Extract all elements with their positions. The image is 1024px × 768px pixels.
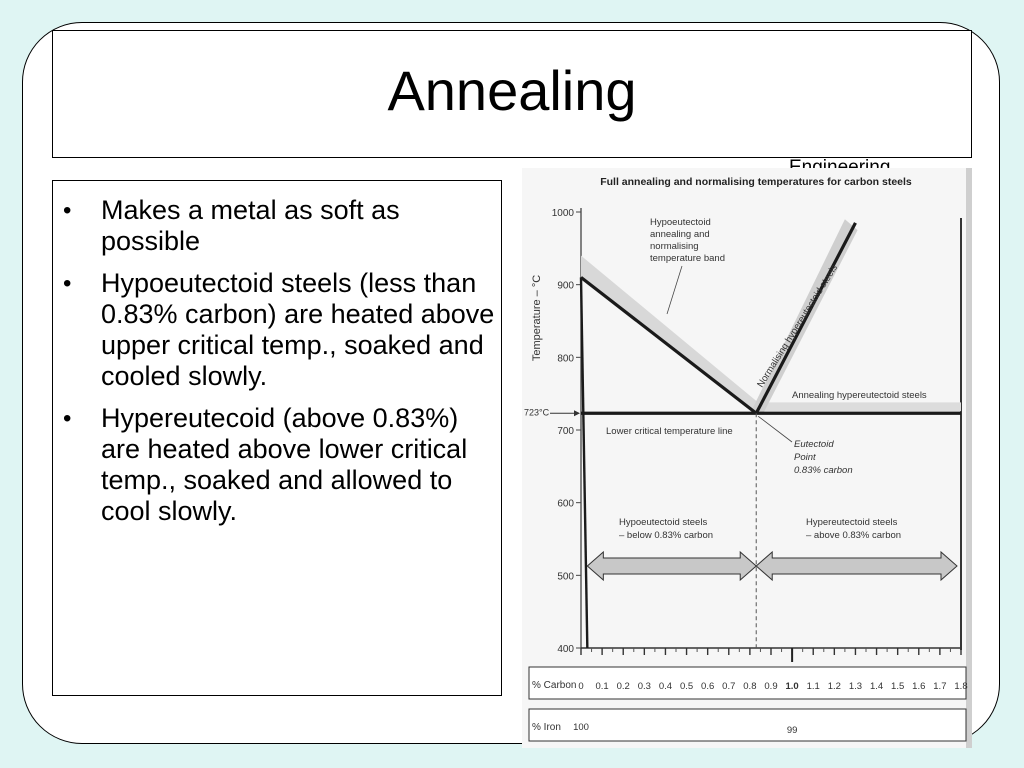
hyper-label-1: Hypereutectoid steels bbox=[806, 517, 898, 528]
hypo-label-2: – below 0.83% carbon bbox=[619, 530, 713, 541]
x-tick-label: 1.4 bbox=[870, 681, 883, 692]
carbon-row-label: % Carbon bbox=[532, 680, 576, 691]
x-tick-label: 0.6 bbox=[701, 681, 714, 692]
chart-marks bbox=[528, 208, 967, 742]
hypereutectoid-arrow bbox=[755, 550, 958, 582]
x-tick-label: 0.7 bbox=[722, 681, 735, 692]
eutectoid-label-3: 0.83% carbon bbox=[794, 465, 853, 476]
y-tick-label: 600 bbox=[557, 499, 574, 510]
y-tick-label: 700 bbox=[557, 426, 574, 437]
chart-title: Full annealing and normalising temperatu… bbox=[600, 176, 912, 188]
x-tick-label: 1.2 bbox=[828, 681, 841, 692]
band-annotation-4: temperature band bbox=[650, 253, 725, 264]
band-annotation-1: Hypoeutectoid bbox=[650, 217, 711, 228]
bullet-item: • Hypereutecoid (above 0.83%) are heated … bbox=[53, 403, 501, 527]
lower-critical-label: Lower critical temperature line bbox=[606, 426, 733, 437]
critical-temp-arrowhead bbox=[574, 410, 580, 417]
x-tick-label: 0.5 bbox=[680, 681, 693, 692]
y-tick-label: 500 bbox=[557, 571, 574, 582]
x-tick-label: 1.8 bbox=[954, 681, 967, 692]
bullet-text-box: • Makes a metal as soft as possible • Hypo… bbox=[52, 180, 502, 696]
annealing-hyper-label: Annealing hypereutectoid steels bbox=[792, 390, 927, 401]
bullet-text: Makes a metal as soft as possible bbox=[101, 195, 400, 256]
title-box: Annealing bbox=[52, 30, 972, 158]
x-tick-label: 0.4 bbox=[659, 681, 672, 692]
x-tick-label: 0 bbox=[578, 681, 583, 692]
bullet-dot: • bbox=[63, 270, 72, 297]
iron-tick-label: 99 bbox=[787, 725, 798, 736]
x-tick-label: 1.7 bbox=[933, 681, 946, 692]
hypo-label-1: Hypoeutectoid steels bbox=[619, 517, 707, 528]
band-leader bbox=[666, 265, 683, 315]
upper-critical-line bbox=[580, 276, 758, 415]
hypereutectoid-annealing-band bbox=[762, 402, 961, 412]
x-tick-label: 1.5 bbox=[891, 681, 904, 692]
hypoeutectoid-band bbox=[581, 255, 757, 414]
bullet-dot: • bbox=[63, 405, 72, 432]
solidus-edge-line bbox=[579, 277, 589, 649]
iron-row-label: % Iron bbox=[532, 722, 561, 733]
y-axis-label: Temperature – °C bbox=[531, 275, 543, 361]
eutectoid-label-2: Point bbox=[794, 452, 816, 463]
x-tick-label: 0.3 bbox=[638, 681, 651, 692]
bullet-text: Hypoeutectoid steels (less than 0.83% ca… bbox=[101, 268, 495, 391]
bullet-item: • Hypoeutectoid steels (less than 0.83% c… bbox=[53, 268, 501, 392]
x-tick-label: 0.9 bbox=[764, 681, 777, 692]
y-tick-label: 400 bbox=[557, 644, 574, 655]
band-annotation-3: normalising bbox=[650, 241, 699, 252]
x-tick-label: 0.2 bbox=[617, 681, 630, 692]
x-tick-label: 0.8 bbox=[743, 681, 756, 692]
y-tick-label: 1000 bbox=[552, 208, 575, 219]
hyper-label-2: – above 0.83% carbon bbox=[806, 530, 901, 541]
iron-row-box bbox=[528, 708, 967, 742]
x-tick-label: 1.1 bbox=[807, 681, 820, 692]
phase-diagram-figure: Full annealing and normalising temperatu… bbox=[522, 168, 972, 748]
figure-background bbox=[522, 168, 972, 748]
normalising-line bbox=[754, 222, 857, 415]
band-annotation-2: annealing and bbox=[650, 229, 710, 240]
y-tick-label: 800 bbox=[557, 353, 574, 364]
x-tick-label: 1.6 bbox=[912, 681, 925, 692]
bullet-list: • Makes a metal as soft as possible • Hypo… bbox=[53, 181, 501, 527]
carbon-row-box bbox=[528, 666, 967, 700]
slide-title: Annealing bbox=[387, 59, 637, 122]
iron-tick-label: 100 bbox=[573, 722, 589, 733]
bullet-item: • Makes a metal as soft as possible bbox=[53, 195, 501, 257]
eutectoid-label-1: Eutectoid bbox=[794, 439, 834, 450]
eutectoid-leader bbox=[757, 415, 793, 443]
bullet-text: Hypereutecoid (above 0.83%) are heated a… bbox=[101, 403, 468, 526]
phase-diagram-chart: Full annealing and normalising temperatu… bbox=[522, 168, 972, 748]
x-tick-label: 0.1 bbox=[596, 681, 609, 692]
bullet-dot: • bbox=[63, 197, 72, 224]
figure-edge-shade bbox=[966, 168, 972, 748]
x-tick-label: 1.3 bbox=[849, 681, 862, 692]
x-tick-label: 1.0 bbox=[786, 681, 799, 692]
critical-temp-label: 723°C bbox=[524, 407, 550, 417]
y-tick-label: 900 bbox=[557, 281, 574, 292]
